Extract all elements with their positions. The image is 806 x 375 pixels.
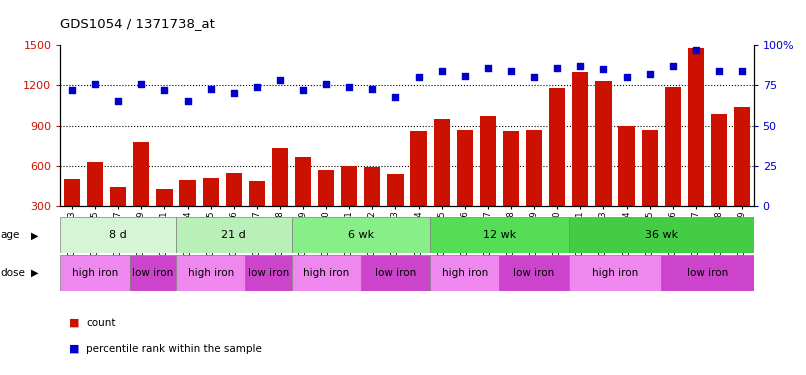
Point (713, 68, 725, 74)
Text: high iron: high iron (72, 268, 118, 278)
Point (459, 73, 472, 79)
Bar (176, 255, 245, 291)
Text: 21 d: 21 d (222, 230, 246, 240)
Bar (410, 131, 426, 247)
Bar (665, 87, 681, 247)
Point (412, 74, 425, 80)
Bar (60, 217, 176, 253)
Bar (180, 180, 196, 247)
Point (343, 84, 355, 90)
Bar (133, 142, 149, 247)
Bar (480, 116, 496, 247)
Bar (295, 156, 311, 247)
Point (481, 64, 494, 70)
Point (204, 86, 217, 92)
Text: ■: ■ (69, 344, 79, 354)
Point (550, 64, 563, 70)
Text: high iron: high iron (592, 268, 638, 278)
Text: low iron: low iron (687, 268, 728, 278)
Bar (60, 255, 130, 291)
Bar (156, 189, 172, 247)
Bar (364, 167, 380, 247)
Point (273, 78, 286, 84)
Bar (130, 255, 176, 291)
Text: high iron: high iron (188, 268, 234, 278)
Point (297, 87, 310, 93)
Bar (434, 119, 450, 247)
Bar (361, 255, 430, 291)
Bar (526, 130, 542, 247)
Bar (661, 255, 754, 291)
Point (320, 81, 333, 87)
Point (158, 87, 171, 93)
Bar (430, 217, 569, 253)
Text: percentile rank within the sample: percentile rank within the sample (86, 344, 262, 354)
Bar (388, 174, 404, 247)
Point (643, 71, 656, 77)
Bar (642, 130, 658, 247)
Point (574, 63, 587, 69)
Text: age: age (1, 230, 20, 240)
Bar (292, 217, 430, 253)
Bar (711, 114, 727, 247)
Point (505, 68, 517, 74)
Point (366, 86, 379, 92)
Point (689, 47, 702, 53)
Text: dose: dose (1, 268, 26, 278)
Text: 36 wk: 36 wk (645, 230, 678, 240)
Point (667, 63, 679, 69)
Text: 6 wk: 6 wk (347, 230, 374, 240)
Text: low iron: low iron (132, 268, 173, 278)
Text: low iron: low iron (513, 268, 555, 278)
Bar (249, 181, 265, 247)
Bar (572, 72, 588, 247)
Text: 8 d: 8 d (110, 230, 127, 240)
Bar (110, 188, 127, 247)
Text: ▶: ▶ (31, 230, 38, 240)
Bar (688, 48, 704, 247)
Bar (618, 126, 634, 247)
Bar (500, 255, 569, 291)
Point (112, 99, 125, 105)
Text: ▶: ▶ (31, 268, 38, 278)
Bar (176, 217, 292, 253)
Bar (64, 179, 80, 247)
Bar (596, 81, 612, 247)
Point (135, 81, 147, 87)
Bar (569, 217, 754, 253)
Point (435, 68, 448, 74)
Point (528, 74, 541, 80)
Text: count: count (86, 318, 116, 327)
Point (89, 81, 102, 87)
Point (736, 68, 749, 74)
Bar (569, 255, 661, 291)
Bar (272, 148, 288, 247)
Bar (549, 88, 565, 247)
Point (227, 90, 240, 96)
Point (620, 74, 633, 80)
Point (181, 99, 194, 105)
Bar (430, 255, 500, 291)
Bar (226, 172, 242, 247)
Text: low iron: low iron (247, 268, 289, 278)
Point (389, 94, 402, 100)
Text: 12 wk: 12 wk (483, 230, 516, 240)
Bar (318, 170, 334, 247)
Text: high iron: high iron (442, 268, 488, 278)
Text: GDS1054 / 1371738_at: GDS1054 / 1371738_at (60, 17, 215, 30)
Text: low iron: low iron (375, 268, 416, 278)
Bar (245, 255, 292, 291)
Point (65, 87, 78, 93)
Bar (734, 107, 750, 247)
Bar (87, 162, 103, 247)
Text: ■: ■ (69, 318, 79, 327)
Bar (457, 130, 473, 247)
Bar (202, 178, 218, 247)
Text: high iron: high iron (303, 268, 349, 278)
Bar (503, 131, 519, 247)
Point (597, 66, 610, 72)
Point (251, 84, 264, 90)
Bar (292, 255, 361, 291)
Bar (341, 166, 357, 247)
